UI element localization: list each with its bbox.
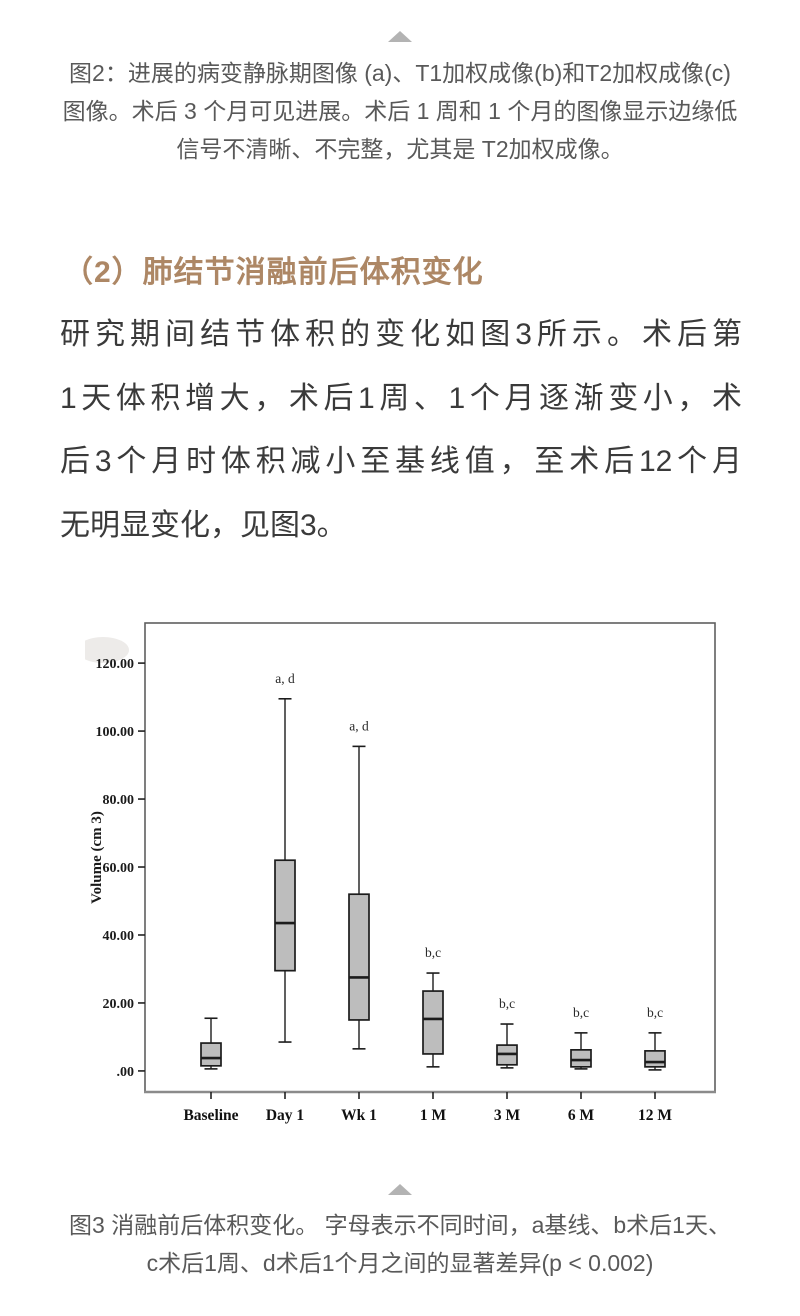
box-iqr	[644, 1050, 666, 1068]
x-category-label: 12 M	[638, 1107, 672, 1124]
significance-annotation: a, d	[275, 671, 295, 686]
x-category-label: Baseline	[183, 1107, 238, 1124]
box-iqr	[274, 859, 296, 972]
paragraph-line: 后3个月时体积减小至基线值，至术后12个月	[60, 445, 742, 478]
box-iqr	[200, 1042, 222, 1067]
box-iqr	[422, 990, 444, 1055]
y-tick-label: 60.00	[103, 861, 135, 876]
y-axis-title: Volume (cm 3)	[89, 811, 105, 904]
figure2-caption: 图2：进展的病变静脉期图像 (a)、T1加权成像(b)和T2加权成像(c) 图像…	[30, 54, 770, 168]
figure3-caption: 图3 消融前后体积变化。 字母表示不同时间，a基线、b术后1天、 c术后1周、d…	[40, 1206, 760, 1282]
boxplot-chart: .00 20.00 40.00 60.00 80.00 100.00 120.00 Volum…	[85, 622, 716, 1124]
caption-line: c术后1周、d术后1个月之间的显著差异(p < 0.002)	[146, 1250, 654, 1276]
x-category-label: Wk 1	[341, 1107, 377, 1124]
y-tick-label: 20.00	[103, 997, 135, 1012]
caption-line: 图2：进展的病变静脉期图像 (a)、T1加权成像(b)和T2加权成像(c)	[69, 60, 731, 86]
y-tick-label: 80.00	[103, 793, 135, 808]
y-tick-label: .00	[117, 1065, 135, 1080]
triangle-up-icon	[388, 31, 412, 42]
paragraph-line: 1天体积增大，术后1周、1个月逐渐变小，术	[60, 381, 742, 415]
significance-annotation: b,c	[573, 1005, 589, 1020]
body-paragraph: 研究期间结节体积的变化如图3所示。术后第 1天体积增大，术后1周、1个月逐渐变小…	[60, 303, 742, 557]
significance-annotation: a, d	[349, 718, 369, 733]
x-category-label: 6 M	[568, 1107, 595, 1124]
y-tick-label: 120.00	[96, 657, 135, 672]
caption-line: 信号不清晰、不完整，尤其是 T2加权成像。	[176, 136, 624, 162]
significance-annotation: b,c	[647, 1005, 663, 1020]
section-heading: （2）肺结节消融前后体积变化	[63, 256, 484, 289]
x-category-label: Day 1	[266, 1107, 304, 1124]
scan-artifact	[85, 637, 129, 663]
box-iqr	[570, 1049, 592, 1068]
caption-line: 图3 消融前后体积变化。 字母表示不同时间，a基线、b术后1天、	[69, 1212, 731, 1238]
y-tick-label: 100.00	[96, 725, 135, 740]
significance-annotation: b,c	[499, 996, 515, 1011]
x-category-label: 3 M	[494, 1107, 521, 1124]
caption-line: 图像。术后 3 个月可见进展。术后 1 周和 1 个月的图像显示边缘低	[62, 98, 738, 124]
box-iqr	[348, 893, 370, 1021]
figure3-boxplot: .00 20.00 40.00 60.00 80.00 100.00 120.00 Volum…	[85, 612, 745, 1140]
x-category-label: 1 M	[420, 1107, 447, 1124]
paragraph-line: 无明显变化，见图3。	[60, 508, 347, 542]
significance-annotation: b,c	[425, 945, 441, 960]
triangle-up-icon	[388, 1184, 412, 1195]
paragraph-line: 研究期间结节体积的变化如图3所示。术后第	[60, 318, 742, 351]
y-tick-label: 40.00	[103, 929, 135, 944]
